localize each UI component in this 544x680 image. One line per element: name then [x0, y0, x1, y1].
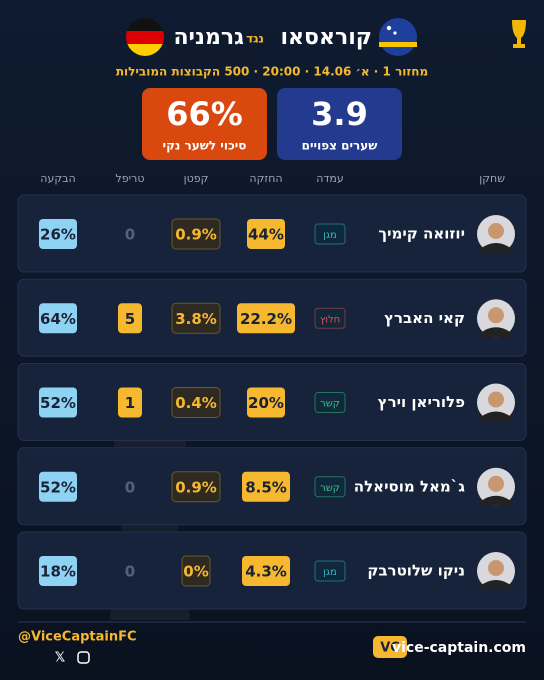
column-header: החזקה	[249, 172, 282, 185]
ownership: 8.5%	[245, 478, 287, 496]
avatar-shirt	[480, 327, 512, 338]
captain-box	[171, 218, 221, 250]
position-badge	[314, 392, 346, 413]
ownership-box	[247, 387, 285, 418]
curacao-flag	[379, 18, 417, 56]
captain: 0.9%	[175, 478, 217, 496]
captain-box	[171, 387, 221, 418]
triple: 0	[125, 563, 135, 581]
ownership: 22.2%	[240, 310, 292, 328]
player-row: קאי האברץ חלוץ 22.2% 3.8% 5 64%	[17, 278, 527, 357]
triple-box	[118, 387, 142, 418]
captain-box	[171, 302, 221, 334]
stat-box	[142, 88, 267, 160]
handle: @ViceCaptainFC	[18, 630, 137, 645]
captain: 3.8%	[175, 310, 217, 328]
player-name: קאי האברץ	[384, 309, 465, 327]
captain-box	[171, 471, 221, 503]
logo: VC	[380, 641, 400, 656]
scoring: 18%	[40, 563, 76, 581]
match-meta: מחזור 1 · א׳ 14.06 · 20:00 · 500 הקבוצות…	[116, 65, 428, 79]
stat-value: 66%	[166, 95, 243, 133]
scoring-box	[39, 303, 77, 334]
germany-flag	[126, 18, 164, 56]
triple: 5	[125, 310, 135, 328]
column-header: קפטן	[184, 172, 209, 185]
player-name: ג`מאל מוסיאלה	[354, 477, 465, 495]
triple-box	[118, 303, 142, 334]
site[interactable]: vice-captain.com	[392, 640, 526, 656]
triple: 1	[125, 394, 135, 412]
team-home: קוראסאו	[280, 25, 372, 50]
scoring-box	[39, 471, 77, 502]
captain-box	[181, 555, 211, 587]
stat-box	[277, 88, 402, 160]
avatar-face	[488, 223, 504, 239]
triple: 0	[125, 226, 135, 244]
position-badge	[314, 560, 346, 582]
player-name: יוזואה קימיך	[378, 225, 465, 243]
scoring-box	[39, 219, 77, 249]
scoring-box	[39, 387, 77, 418]
logo-badge	[373, 636, 407, 658]
vs: נגד	[246, 32, 264, 46]
instagram-icon[interactable]	[77, 651, 90, 664]
triple: 0	[125, 478, 135, 496]
player-row: פלוריאן וירץ קשר 20% 0.4% 1 52%	[17, 363, 527, 441]
position: מגן	[323, 230, 337, 241]
stat-label: סיכוי לשער נקי	[163, 139, 247, 153]
player-row: ניקו שלוטרבק מגן 4.3% 0% 0 18%	[17, 531, 527, 610]
column-header: הבקעה	[40, 172, 75, 185]
scoring-box	[39, 556, 77, 586]
captain: 0.4%	[175, 394, 217, 412]
scoring: 26%	[40, 226, 76, 244]
scoring: 52%	[40, 478, 76, 496]
position: קשר	[320, 399, 340, 410]
ownership: 4.3%	[245, 563, 287, 581]
avatar-face	[488, 307, 504, 324]
scoring: 52%	[40, 394, 76, 412]
position-badge	[314, 307, 346, 329]
trophy-icon	[512, 20, 526, 48]
position-badge	[314, 476, 346, 498]
avatar-shirt	[480, 411, 512, 422]
ownership-box	[237, 303, 295, 334]
player-row: ג`מאל מוסיאלה קשר 8.5% 0.9% 0 52%	[17, 447, 527, 526]
avatar-shirt	[480, 243, 512, 253]
column-header: טריפל	[116, 172, 145, 185]
avatar-shirt	[480, 580, 512, 590]
stat-label: שערים צפויים	[302, 139, 378, 153]
avatar-face	[488, 560, 504, 576]
position-badge	[314, 223, 346, 245]
position: מגן	[323, 567, 337, 578]
position: חלוץ	[320, 314, 340, 325]
ownership: 20%	[248, 394, 284, 412]
scoring: 64%	[40, 310, 76, 328]
stat-value: 3.9	[311, 95, 368, 133]
position: קשר	[320, 483, 340, 494]
ownership-box	[242, 556, 290, 586]
player-name: פלוריאן וירץ	[378, 393, 465, 411]
x-icon[interactable]: 𝕏	[55, 651, 66, 666]
ownership-box	[242, 471, 290, 502]
player-row: יוזואה קימיך מגן 44% 0.9% 0 26%	[17, 194, 527, 273]
ownership: 44%	[248, 226, 284, 244]
column-header: שחקן	[479, 172, 505, 185]
avatar-shirt	[480, 495, 512, 506]
column-header: עמדה	[316, 172, 344, 185]
avatar-face	[488, 475, 504, 492]
captain: 0.9%	[175, 226, 217, 244]
player-name: ניקו שלוטרבק	[367, 562, 465, 580]
captain: 0%	[183, 563, 208, 581]
team-away: גרמניה	[173, 25, 244, 50]
ownership-box	[247, 219, 285, 249]
avatar-face	[488, 391, 504, 408]
